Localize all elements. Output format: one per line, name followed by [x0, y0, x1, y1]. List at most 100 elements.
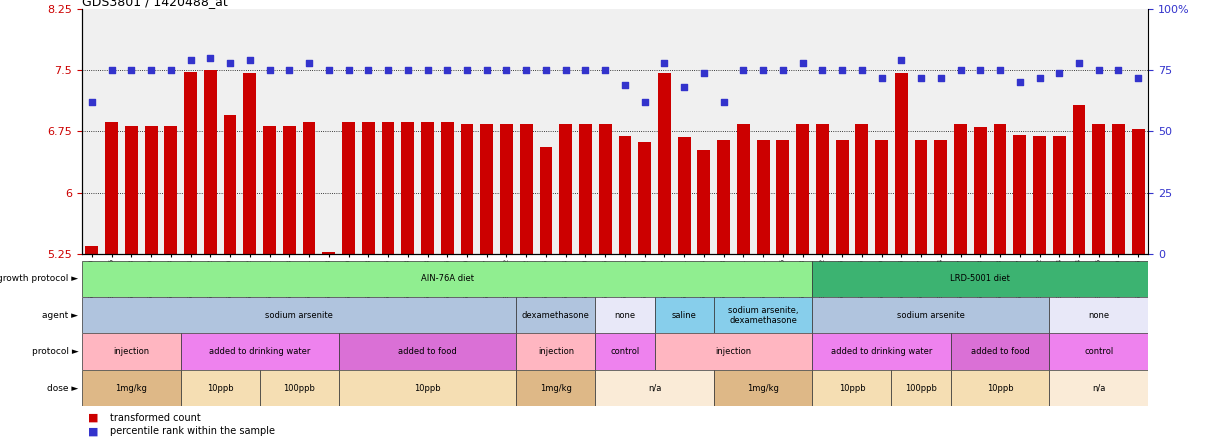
Bar [914, 139, 927, 444]
Text: sodium arsenite: sodium arsenite [897, 311, 965, 320]
Bar [223, 115, 236, 444]
Point [813, 67, 832, 74]
Point [478, 67, 497, 74]
Point [832, 67, 851, 74]
Bar [950, 333, 1049, 370]
Point [733, 67, 753, 74]
Point [714, 99, 733, 106]
Text: sodium arsenite: sodium arsenite [265, 311, 333, 320]
Text: 10ppb: 10ppb [414, 384, 441, 392]
Bar [994, 124, 1007, 444]
Bar [560, 124, 572, 444]
Bar [539, 147, 552, 444]
Bar [86, 246, 99, 444]
Point [457, 67, 476, 74]
Point [280, 67, 299, 74]
Point [1030, 74, 1049, 81]
Bar [836, 139, 849, 444]
Bar [855, 124, 868, 444]
Text: 100ppb: 100ppb [906, 384, 937, 392]
Point [655, 59, 674, 66]
Text: added to food: added to food [398, 347, 457, 356]
Bar [181, 370, 259, 406]
Text: ■: ■ [88, 426, 99, 436]
Point [379, 67, 398, 74]
Bar [1034, 135, 1046, 444]
Bar [339, 370, 516, 406]
Bar [145, 126, 158, 444]
Point [516, 67, 535, 74]
Bar [1049, 333, 1148, 370]
Bar [655, 297, 714, 333]
Bar [813, 370, 891, 406]
Point [556, 67, 575, 74]
Point [1129, 74, 1148, 81]
Text: LRD-5001 diet: LRD-5001 diet [950, 274, 1011, 283]
Point [497, 67, 516, 74]
Text: injection: injection [538, 347, 574, 356]
Bar [339, 333, 516, 370]
Bar [950, 370, 1049, 406]
Text: 10ppb: 10ppb [207, 384, 234, 392]
Point [575, 67, 595, 74]
Point [912, 74, 931, 81]
Bar [596, 297, 655, 333]
Bar [974, 127, 987, 444]
Bar [125, 126, 137, 444]
Text: n/a: n/a [648, 384, 661, 392]
Text: GDS3801 / 1420488_at: GDS3801 / 1420488_at [82, 0, 228, 8]
Bar [520, 124, 533, 444]
Text: protocol ►: protocol ► [31, 347, 78, 356]
Point [200, 54, 219, 61]
Bar [796, 124, 809, 444]
Point [674, 84, 693, 91]
Point [794, 59, 813, 66]
Bar [185, 72, 197, 444]
Bar [777, 139, 789, 444]
Text: n/a: n/a [1093, 384, 1106, 392]
Point [971, 67, 990, 74]
Point [1049, 69, 1069, 76]
Bar [1053, 135, 1066, 444]
Bar [596, 333, 655, 370]
Bar [480, 124, 493, 444]
Bar [82, 297, 516, 333]
Point [537, 67, 556, 74]
Bar [1072, 105, 1085, 444]
Bar [516, 333, 596, 370]
Point [950, 67, 970, 74]
Bar [322, 251, 335, 444]
Bar [1049, 297, 1148, 333]
Point [438, 67, 457, 74]
Point [339, 67, 358, 74]
Bar [895, 73, 908, 444]
Point [320, 67, 339, 74]
Bar [891, 370, 950, 406]
Text: growth protocol ►: growth protocol ► [0, 274, 78, 283]
Bar [714, 297, 813, 333]
Bar [697, 150, 710, 444]
Bar [181, 333, 339, 370]
Bar [619, 135, 632, 444]
Text: AIN-76A diet: AIN-76A diet [421, 274, 474, 283]
Point [990, 67, 1009, 74]
Text: added to drinking water: added to drinking water [209, 347, 310, 356]
Bar [516, 370, 596, 406]
Bar [876, 139, 888, 444]
Point [754, 67, 773, 74]
Text: dexamethasone: dexamethasone [522, 311, 590, 320]
Text: 1mg/kg: 1mg/kg [748, 384, 779, 392]
Point [1108, 67, 1128, 74]
Text: injection: injection [715, 347, 751, 356]
Text: none: none [614, 311, 636, 320]
Text: sodium arsenite,
dexamethasone: sodium arsenite, dexamethasone [728, 305, 798, 325]
Bar [718, 139, 730, 444]
Bar [655, 333, 813, 370]
Text: percentile rank within the sample: percentile rank within the sample [110, 426, 275, 436]
Bar [598, 124, 611, 444]
Bar [658, 73, 671, 444]
Text: added to drinking water: added to drinking water [831, 347, 932, 356]
Text: control: control [610, 347, 639, 356]
Bar [105, 122, 118, 444]
Point [417, 67, 437, 74]
